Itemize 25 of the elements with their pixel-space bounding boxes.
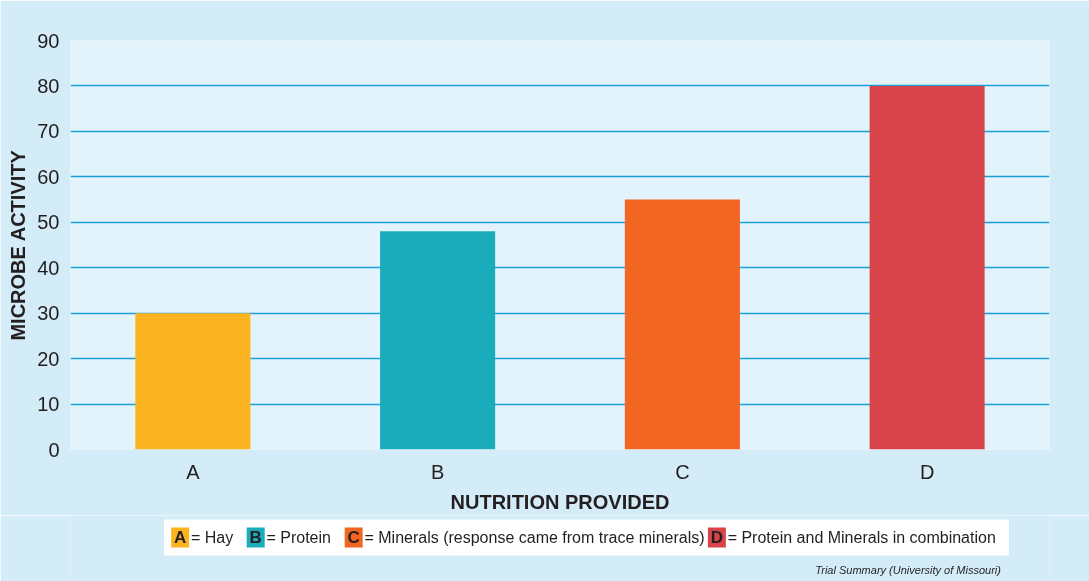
y-tick-label: 60: [37, 165, 60, 188]
legend-label: = Protein: [266, 529, 331, 546]
y-tick-label: 70: [37, 120, 60, 143]
legend-label: = Hay: [190, 529, 234, 546]
y-tick-label: 90: [37, 29, 60, 52]
y-tick-label: 40: [37, 256, 60, 279]
text: Trial Summary (University of Missouri): [815, 563, 1002, 576]
y-tick-label: 20: [37, 347, 60, 370]
y-tick-label: 50: [37, 211, 60, 234]
x-tick-label: B: [430, 460, 445, 483]
y-tick-label: 10: [37, 393, 60, 416]
legend-label: = Minerals (response came from trace minerals): [364, 529, 705, 546]
x-axis-title: NUTRITION PROVIDED: [450, 490, 670, 513]
x-tick-label: D: [919, 460, 935, 483]
legend-label: = Protein and Minerals in combination: [727, 529, 996, 546]
y-tick-label: 30: [37, 302, 60, 325]
category-label: B: [249, 528, 262, 547]
y-tick-label: 0: [48, 438, 60, 461]
y-tick-label: 80: [37, 74, 60, 97]
category-label: C: [347, 528, 360, 547]
y-axis-title: MICROBE ACTIVITY: [7, 149, 30, 341]
category-label: A: [174, 528, 187, 547]
x-tick-label: A: [186, 460, 201, 483]
category-label: D: [710, 528, 724, 547]
x-tick-label: C: [675, 460, 690, 483]
